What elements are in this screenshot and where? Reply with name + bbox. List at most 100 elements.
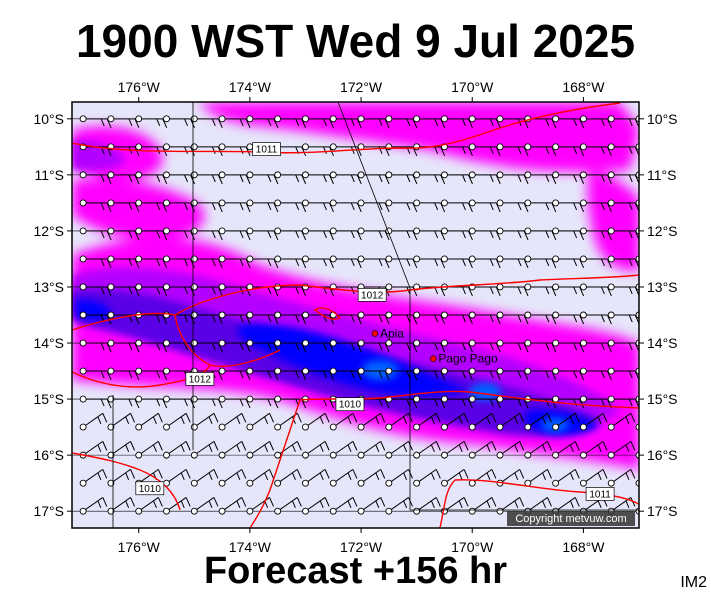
- wind-barb: [413, 311, 446, 325]
- wind-barb: [79, 412, 108, 431]
- wind-barb: [107, 255, 140, 269]
- wind-barb: [524, 311, 557, 325]
- wind-barb: [218, 227, 251, 241]
- wind-barb: [579, 227, 612, 241]
- wind-barb: [246, 171, 279, 185]
- wind-barb: [218, 497, 247, 515]
- wind-barb: [552, 171, 585, 185]
- wind-barb: [246, 497, 274, 515]
- wind-barb: [552, 412, 580, 431]
- wind-barb: [107, 171, 140, 185]
- wind-barb: [163, 283, 195, 297]
- lat-label-left: 14°S: [33, 335, 64, 351]
- svg-text:1012: 1012: [361, 290, 384, 301]
- wind-barb: [496, 171, 529, 185]
- wind-barb: [79, 171, 112, 185]
- isobar-label: 1010: [335, 397, 365, 412]
- wind-barb: [246, 311, 279, 325]
- wind-barb: [107, 412, 136, 431]
- lon-label-top: 170°W: [451, 79, 494, 95]
- wind-barb: [579, 468, 608, 487]
- wind-barb: [107, 497, 136, 515]
- wind-barb: [413, 199, 446, 213]
- wind-barb: [329, 227, 362, 241]
- wind-barb: [107, 283, 140, 297]
- wind-barb: [107, 468, 136, 487]
- map-frame: [71, 101, 640, 529]
- wind-barb: [524, 468, 552, 487]
- wind-barb: [79, 255, 112, 269]
- wind-barb: [107, 199, 140, 213]
- wind-barb: [329, 440, 358, 459]
- wind-barb: [385, 115, 418, 129]
- wind-barb: [246, 468, 274, 487]
- wind-barb: [607, 468, 636, 487]
- wind-barb: [552, 115, 585, 129]
- wind-barbs: [79, 115, 639, 515]
- wind-barb: [163, 497, 191, 515]
- wind-barb: [329, 468, 358, 487]
- wind-barb: [552, 227, 585, 241]
- wind-barb: [302, 339, 334, 353]
- wind-barb: [329, 412, 358, 431]
- wind-barb: [274, 255, 307, 269]
- isobar-label: 1011: [585, 487, 615, 501]
- wind-barb: [163, 199, 195, 213]
- axis-ticks: 176°W 176°W 174°W 174°W 172°W 172°W 170°W 170°W…: [33, 79, 677, 555]
- wind-barb: [496, 367, 529, 381]
- isobar-labels: 1011 1012 1012 1010 1010 1011: [135, 142, 615, 501]
- svg-text:1010: 1010: [139, 484, 162, 495]
- boundary-lines: [112, 102, 639, 528]
- wind-barb: [524, 199, 557, 213]
- wind-barb: [413, 440, 441, 459]
- wind-barb: [440, 367, 473, 381]
- wind-barb: [79, 367, 112, 381]
- wind-barb: [274, 339, 307, 353]
- wind-barb: [218, 395, 251, 409]
- wind-barb: [246, 440, 274, 459]
- lon-label-bottom: 174°W: [229, 539, 272, 555]
- wind-barb: [135, 497, 163, 515]
- wind-barb: [357, 171, 390, 185]
- wind-barb: [468, 255, 501, 269]
- wind-barb: [440, 311, 473, 325]
- wind-barb: [607, 171, 639, 185]
- wind-barb: [385, 339, 418, 353]
- wind-barb: [302, 497, 330, 515]
- wind-barb: [552, 468, 580, 487]
- lat-label-left: 17°S: [33, 503, 64, 519]
- wind-barb: [79, 395, 112, 409]
- wind-barb: [468, 367, 501, 381]
- wind-barb: [218, 367, 251, 381]
- wind-barb: [218, 412, 247, 431]
- isobar-label: 1012: [185, 372, 215, 386]
- wind-barb: [579, 115, 612, 129]
- lon-label-bottom: 170°W: [451, 539, 494, 555]
- wind-barb: [357, 468, 386, 487]
- lat-label-right: 14°S: [647, 335, 678, 351]
- wind-barb: [329, 171, 362, 185]
- wind-barb: [302, 199, 334, 213]
- wind-barb: [274, 497, 302, 515]
- lat-label-right: 12°S: [647, 223, 678, 239]
- wind-barb: [552, 143, 585, 157]
- wind-barb: [302, 115, 334, 129]
- wind-barb: [357, 199, 390, 213]
- wind-barb: [468, 497, 497, 515]
- isobar-label: 1011: [252, 142, 281, 156]
- wind-barb: [218, 199, 251, 213]
- wind-barb: [274, 311, 307, 325]
- wind-barb: [246, 339, 279, 353]
- wind-barb: [190, 497, 219, 515]
- wind-barb: [385, 283, 418, 297]
- wind-barb: [635, 423, 639, 431]
- wind-barb: [440, 227, 473, 241]
- wind-barb: [329, 115, 362, 129]
- place-name: Pago Pago: [438, 352, 498, 366]
- wind-barb: [524, 255, 557, 269]
- wind-barb: [524, 367, 557, 381]
- wind-barb: [468, 199, 501, 213]
- wind-barb: [496, 440, 525, 459]
- wind-barb: [552, 311, 585, 325]
